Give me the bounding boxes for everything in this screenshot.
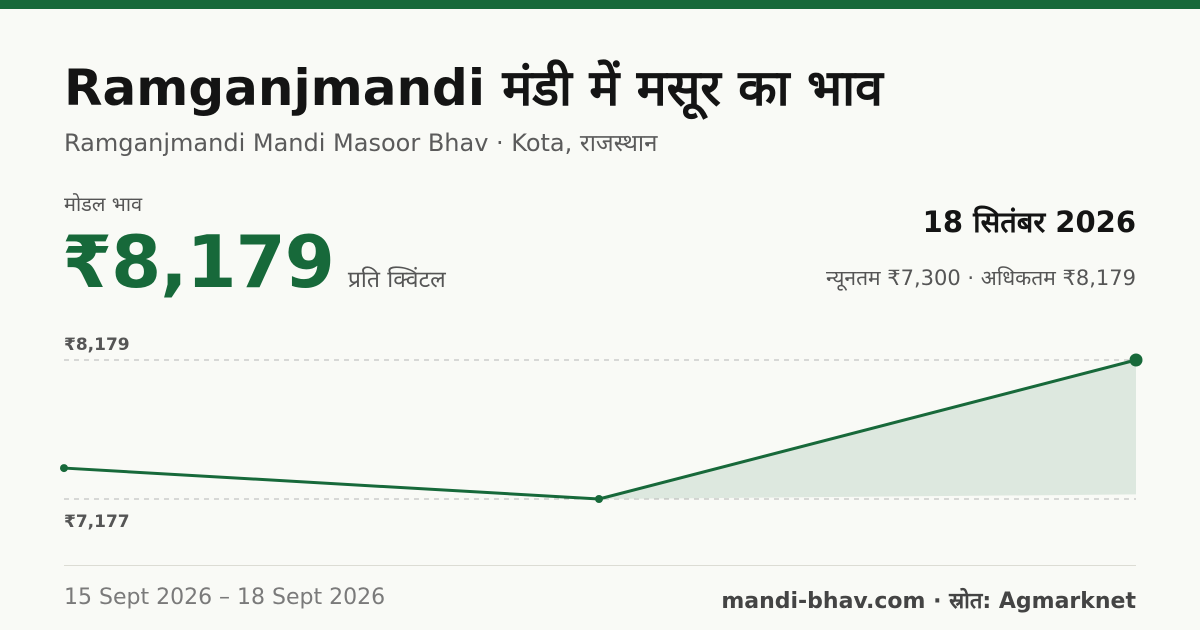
model-price-label: मोडल भाव [64,192,143,216]
footer-divider [64,565,1136,566]
footer-date-range: 15 Sept 2026 – 18 Sept 2026 [64,585,386,610]
top-accent-bar [0,0,1200,9]
page-subtitle: Ramganjmandi Mandi Masoor Bhav · Kota, र… [64,129,658,157]
model-price: ₹8,179 प्रति क्विंटल [62,220,446,304]
latest-date: 18 सितंबर 2026 [922,205,1136,239]
min-max-range: न्यूनतम ₹7,300 · अधिकतम ₹8,179 [826,266,1136,290]
model-price-value: ₹8,179 [62,220,335,304]
footer-source: mandi-bhav.com · स्रोत: Agmarknet [721,589,1136,614]
y-tick-label-min: ₹7,177 [64,512,130,532]
y-tick-label-max: ₹8,179 [64,335,130,355]
page-title: Ramganjmandi मंडी में मसूर का भाव [64,59,883,117]
model-price-unit: प्रति क्विंटल [347,267,446,293]
data-point [1129,353,1143,367]
price-chart: ₹8,179 ₹7,177 [60,335,1143,532]
data-point [595,495,603,503]
data-point [60,464,68,473]
data-points [60,353,1143,503]
